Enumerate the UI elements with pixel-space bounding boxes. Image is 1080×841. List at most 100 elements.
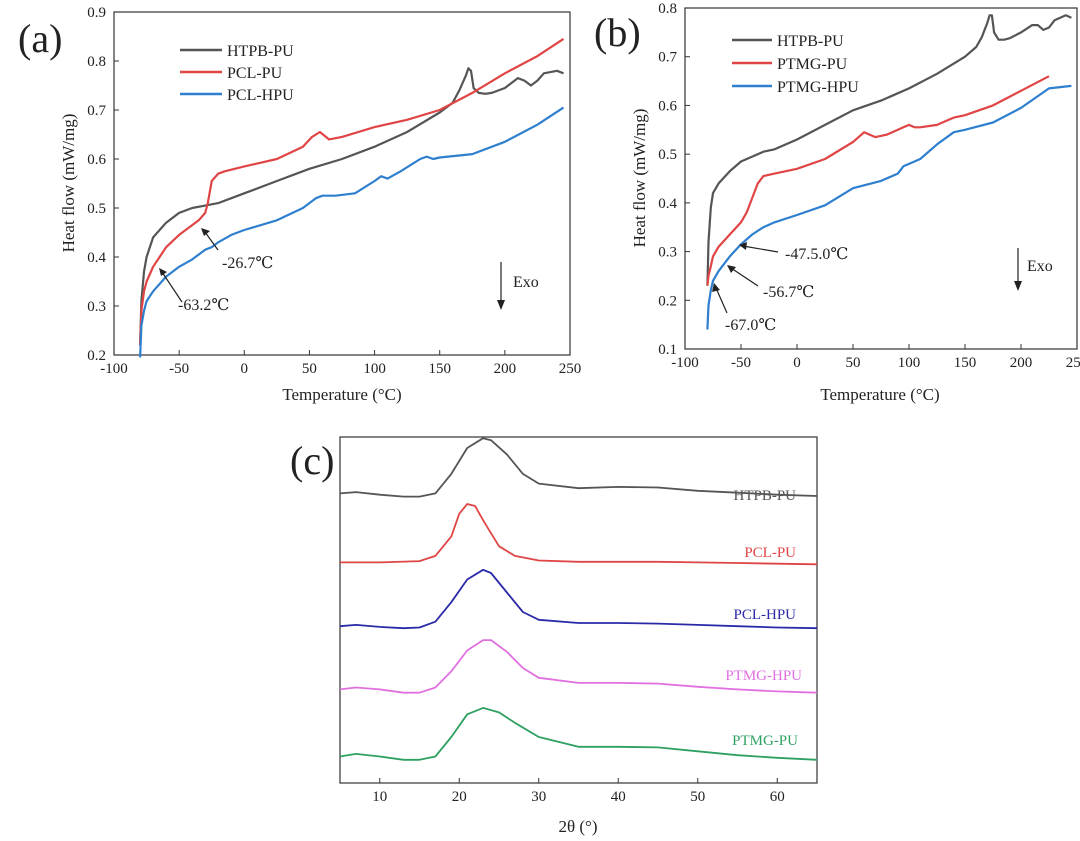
- annotation-arrow-b3: [715, 287, 728, 314]
- annotation-b-tg3: -67.0℃: [725, 317, 776, 334]
- xrd-line-pcl-pu: [340, 503, 818, 566]
- annotation-arrow-b2: [730, 267, 759, 287]
- legend-label-ptmg-pu: PTMG-PU: [777, 56, 848, 73]
- series-line-ptmg-pu: [706, 75, 1050, 286]
- y-tick-label: 0.3: [658, 245, 677, 261]
- annotation-arrow-b1: [742, 245, 779, 253]
- panel-c-x-axis-title: 2θ (°): [558, 817, 597, 836]
- x-tick-label: 50: [690, 789, 705, 805]
- panel-c-plot-frame: [339, 436, 818, 784]
- legend-label-htpb-pu: HTPB-PU: [227, 43, 294, 60]
- panel-a-x-axis-title: Temperature (°C): [282, 385, 401, 404]
- panel-a-y-axis-title: Heat flow (mW/mg): [59, 114, 78, 253]
- panel-b-y-ticks: 0.1 0.2 0.3 0.4 0.5 0.6 0.7 0.8: [658, 1, 690, 358]
- y-tick-label: 0.6: [658, 98, 677, 114]
- panel-c-label: (c): [290, 438, 334, 483]
- x-tick-label: 150: [428, 361, 451, 377]
- x-tick-label: 50: [302, 361, 317, 377]
- x-tick-label: -50: [169, 361, 189, 377]
- panel-a-x-ticks: -100 -50 0 50 100 150 200 250: [100, 350, 581, 377]
- series-label-ptmg-hpu: PTMG-HPU: [725, 668, 802, 684]
- panel-c: (c) 10 20 30 40 50 60 2θ (°) HTPB-PU PCL-PU P…: [290, 436, 818, 836]
- annotation-a-tg1: -63.2℃: [178, 297, 229, 314]
- x-tick-label: 100: [898, 355, 921, 371]
- x-tick-label: -50: [731, 355, 751, 371]
- xrd-line-ptmg-hpu: [339, 639, 818, 694]
- panel-a-label: (a): [18, 16, 62, 61]
- panel-a-y-ticks: 0.2 0.3 0.4 0.5 0.6 0.7 0.8 0.9: [87, 5, 119, 364]
- y-tick-label: 0.7: [658, 50, 677, 66]
- y-tick-label: 0.2: [87, 348, 106, 364]
- y-tick-label: 0.2: [658, 293, 677, 309]
- series-label-ptmg-pu: PTMG-PU: [732, 733, 798, 749]
- x-tick-label: 40: [611, 789, 626, 805]
- panel-b-x-axis-title: Temperature (°C): [820, 385, 939, 404]
- panel-b-y-axis-title: Heat flow (mW/mg): [630, 109, 649, 248]
- panel-a-legend: HTPB-PU PCL-PU PCL-HPU: [180, 43, 294, 104]
- legend-label-pcl-pu: PCL-PU: [227, 65, 283, 82]
- panel-c-series: [339, 437, 818, 761]
- panel-c-x-ticks: 10 20 30 40 50 60: [372, 778, 785, 805]
- y-tick-label: 0.8: [658, 1, 677, 17]
- panel-b-legend: HTPB-PU PTMG-PU PTMG-HPU: [732, 33, 859, 96]
- legend-label-htpb-pu-b: HTPB-PU: [777, 33, 844, 50]
- annotation-b-tg1: -47.5.0℃: [785, 246, 848, 263]
- y-tick-label: 0.1: [658, 342, 677, 358]
- x-tick-label: -100: [100, 361, 128, 377]
- exo-label-a: Exo: [513, 274, 539, 291]
- series-label-pcl-pu: PCL-PU: [744, 545, 796, 561]
- x-tick-label: 60: [770, 789, 785, 805]
- exo-arrowhead-a: [497, 300, 505, 310]
- annotation-arrow-a1: [161, 271, 183, 303]
- series-line-ptmg-hpu: [706, 84, 1072, 330]
- annotation-arrowhead-b3: [712, 283, 720, 292]
- y-tick-label: 0.9: [87, 5, 106, 21]
- series-line-htpb-pu: [139, 67, 564, 346]
- panel-b-label: (b): [594, 10, 641, 55]
- annotation-arrowhead-a1: [159, 268, 167, 276]
- x-tick-label: 30: [531, 789, 546, 805]
- series-line-pcl-pu: [139, 37, 565, 346]
- x-tick-label: 200: [1010, 355, 1033, 371]
- series-line-htpb-pu: [706, 14, 1072, 286]
- y-tick-label: 0.4: [658, 196, 677, 212]
- panel-a: (a) -100 -50 0 50 100 150 200 250 0.20.30.40.50…: [18, 5, 581, 404]
- x-tick-label: 20: [452, 789, 467, 805]
- panel-a-series: [139, 37, 565, 358]
- annotation-a-tg2: -26.7℃: [222, 255, 273, 272]
- annotation-arrowhead-a2: [201, 228, 210, 236]
- series-label-htpb-pu: HTPB-PU: [733, 488, 796, 504]
- x-tick-label: 250: [1066, 355, 1080, 371]
- exo-arrowhead-b: [1014, 281, 1022, 291]
- panel-a-plot-frame: [113, 11, 571, 356]
- y-tick-label: 0.6: [87, 152, 106, 168]
- annotation-arrowhead-b1: [739, 242, 747, 250]
- annotation-arrow-a2: [204, 231, 219, 251]
- xrd-line-ptmg-pu: [339, 707, 818, 761]
- legend-label-pcl-hpu: PCL-HPU: [227, 87, 294, 104]
- y-tick-label: 0.4: [87, 250, 106, 266]
- y-tick-label: 0.5: [87, 201, 106, 217]
- x-tick-label: 50: [846, 355, 861, 371]
- x-tick-label: -100: [671, 355, 699, 371]
- annotation-b-tg2: -56.7℃: [763, 284, 814, 301]
- y-tick-label: 0.7: [87, 103, 106, 119]
- series-line-pcl-hpu: [139, 106, 565, 358]
- panel-b-x-ticks: -100 -50 0 50 100 150 200 250: [671, 344, 1080, 371]
- x-tick-label: 150: [954, 355, 977, 371]
- panel-b-series: [706, 14, 1072, 330]
- series-label-pcl-hpu: PCL-HPU: [733, 607, 796, 623]
- x-tick-label: 0: [241, 361, 249, 377]
- xrd-line-htpb-pu: [339, 437, 818, 498]
- x-tick-label: 100: [363, 361, 386, 377]
- x-tick-label: 250: [559, 361, 582, 377]
- exo-label-b: Exo: [1027, 258, 1053, 275]
- xrd-line-pcl-hpu: [339, 568, 818, 630]
- annotation-arrowhead-b2: [727, 265, 736, 273]
- x-tick-label: 10: [372, 789, 387, 805]
- x-tick-label: 200: [494, 361, 517, 377]
- y-tick-label: 0.3: [87, 299, 106, 315]
- y-tick-label: 0.8: [87, 54, 106, 70]
